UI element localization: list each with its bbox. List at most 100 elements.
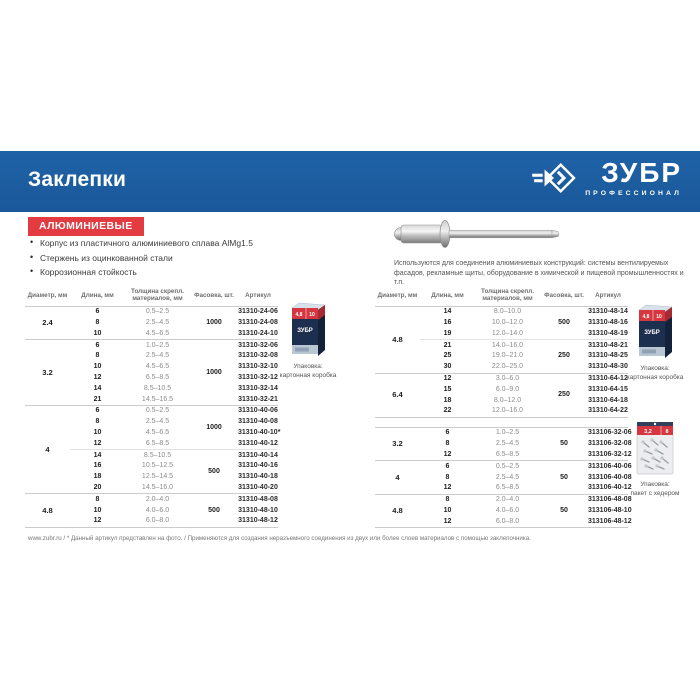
packaging-right-box: 4,8 10 ЗУБР Упаковка: картонная коробка xyxy=(619,304,691,382)
svg-text:4,8: 4,8 xyxy=(296,312,303,318)
cell-length: 12 xyxy=(420,372,475,385)
cell-sku: 313106-48-08 xyxy=(588,493,632,506)
cell-sku: 31310-48-10 xyxy=(238,506,278,514)
cell-sku: 31310-48-19 xyxy=(588,329,628,337)
cell-sku: 31310-32-14 xyxy=(238,384,278,392)
cell-sku: 31310-64-18 xyxy=(588,396,628,404)
cell-length: 8 xyxy=(445,473,450,481)
table-row: 10 4.5–6.5 31310-24-10 xyxy=(25,328,278,339)
column-header: Длина, мм xyxy=(431,291,464,299)
cell-diameter: 3.2 xyxy=(375,426,420,461)
table-row: 3.2 6 1.0–2.5 50 313106-32-06 xyxy=(375,426,632,461)
cell-length: 6 xyxy=(420,426,475,439)
cell-sku: 31310-48-08 xyxy=(238,493,278,506)
carton-box-image: 4,8 10 ЗУБР xyxy=(272,302,344,358)
table-row: 12 6.0–8.0 31310-48-12 xyxy=(25,516,278,527)
table-row: 2.4 6 0.5–2.5 1000 31310-24-06 xyxy=(25,305,278,340)
cell-thickness: 4.5–6.5 xyxy=(145,428,170,436)
table-row: 4.8 8 2.0–4.0 500 31310-48-08 xyxy=(25,493,278,528)
table-row: 18 8.0–12.0 31310-64-18 xyxy=(375,395,628,406)
cell-sku: 31310-32-21 xyxy=(238,395,278,403)
feature-item: Коррозионная стойкость xyxy=(30,266,253,277)
cell-pack-qty: 1000 xyxy=(190,339,238,406)
cell-sku: 313106-40-06 xyxy=(588,460,632,473)
cell-thickness: 2.5–4.5 xyxy=(495,473,520,481)
cell-sku: 31310-40-12 xyxy=(238,439,278,447)
cell-sku: 313106-48-12 xyxy=(588,517,632,525)
packaging-caption: Упаковка: пакет с хедером xyxy=(630,481,680,497)
svg-text:4,8: 4,8 xyxy=(643,314,650,320)
table-row: 3.2 6 1.0–2.5 1000 31310-32-06 xyxy=(25,339,278,406)
usage-description: Используются для соединения алюминиевых … xyxy=(394,260,684,287)
spec-table-blister: 3.2 6 1.0–2.5 50 313106-32-06 8 2.5–4.5 313106-… xyxy=(375,426,632,529)
cell-length: 14 xyxy=(70,449,125,461)
cell-length: 22 xyxy=(443,407,452,415)
cell-thickness: 4.0–6.0 xyxy=(495,506,520,514)
table-row: 25 19.0–21.0 31310-48-25 xyxy=(375,351,628,362)
svg-text:8: 8 xyxy=(665,429,668,435)
column-header: Диаметр, мм xyxy=(377,291,418,299)
column-header: Артикул xyxy=(245,291,271,299)
table-row: 18 12.5–14.5 31310-40-18 xyxy=(25,472,278,483)
spec-table: Диаметр, мм Длина, мм Толщина скрепл. мате… xyxy=(25,286,280,528)
table-row: 4.8 14 8.0–10.0 500 31310-48-14 xyxy=(375,305,628,374)
table-header-row: Диаметр, мм Длина, мм Толщина скрепл. мате… xyxy=(375,286,628,306)
cell-diameter: 4.8 xyxy=(375,305,420,374)
page-title: Заклепки xyxy=(28,168,127,191)
cell-thickness: 2.5–4.5 xyxy=(145,418,170,426)
cell-pack-qty: 50 xyxy=(540,426,588,461)
cell-thickness: 10.5–12.5 xyxy=(141,462,174,470)
cell-thickness: 6.5–8.5 xyxy=(145,439,170,447)
table-row: 21 14.5–16.5 31310-32-21 xyxy=(25,394,278,405)
cell-pack-qty: 500 xyxy=(190,449,238,494)
cell-thickness: 0.5–2.5 xyxy=(125,305,190,318)
cell-pack-qty: 50 xyxy=(540,460,588,495)
cell-length: 6 xyxy=(420,460,475,473)
cell-thickness: 1.0–2.5 xyxy=(475,426,540,439)
cell-pack-qty: 500 xyxy=(190,493,238,528)
table-row: 12 6.5–8.5 31310-40-12 xyxy=(25,438,278,449)
table-row: 14 8.5–10.5 500 31310-40-14 xyxy=(25,449,278,494)
cell-length: 8 xyxy=(95,352,100,360)
cell-sku: 313106-32-08 xyxy=(588,440,632,448)
cell-length: 14 xyxy=(93,384,102,392)
table-row: 21 14.0–16.0 250 31310-48-21 xyxy=(375,339,628,374)
cell-sku: 31310-32-10 xyxy=(238,363,278,371)
cell-sku: 31310-40-20 xyxy=(238,483,278,491)
cell-length: 12 xyxy=(443,517,452,525)
cell-thickness: 6.5–8.5 xyxy=(495,450,520,458)
cell-length: 18 xyxy=(93,473,102,481)
table-row: 30 22.0–25.0 31310-48-30 xyxy=(375,362,628,373)
cell-thickness: 14.5–16.0 xyxy=(141,483,174,491)
cell-sku: 31310-32-06 xyxy=(238,339,278,351)
cell-pack-qty: 1000 xyxy=(190,305,238,340)
table-row: 4.8 8 2.0–4.0 50 313106-48-08 xyxy=(375,493,632,528)
cell-length: 16 xyxy=(93,462,102,470)
svg-text:3,2: 3,2 xyxy=(644,429,652,435)
cell-length: 8 xyxy=(95,418,100,426)
cell-diameter: 2.4 xyxy=(25,305,70,340)
cell-diameter: 4.8 xyxy=(375,493,420,528)
brand-wordmark: ЗУБР ПРОФЕССИОНАЛ xyxy=(585,159,682,198)
cell-sku: 31310-32-08 xyxy=(238,352,278,360)
footnote: www.zubr.ru / * Данный артикул представл… xyxy=(28,535,531,542)
cell-thickness: 2.0–4.0 xyxy=(125,493,190,506)
cell-sku: 31310-32-12 xyxy=(238,373,278,381)
cell-length: 8 xyxy=(95,319,100,326)
cell-thickness: 6.0–8.0 xyxy=(495,517,520,525)
cell-thickness: 2.5–4.5 xyxy=(145,319,170,326)
cell-length: 6 xyxy=(70,339,125,351)
cell-length: 12 xyxy=(93,373,102,381)
cell-sku: 31310-24-06 xyxy=(238,305,278,318)
column-header: Фасовка, шт. xyxy=(544,291,584,299)
table-row: 12 6.5–8.5 31310-32-12 xyxy=(25,373,278,384)
cell-sku: 31310-40-16 xyxy=(238,462,278,470)
packaging-caption: Упаковка: картонная коробка xyxy=(626,365,684,381)
cell-thickness: 4.5–6.5 xyxy=(145,329,170,337)
cell-length: 8 xyxy=(445,440,450,448)
cell-thickness: 4.0–6.0 xyxy=(145,506,170,514)
cell-sku: 31310-40-08 xyxy=(238,418,278,426)
cell-thickness: 8.5–10.5 xyxy=(125,449,190,461)
category-badge: АЛЮМИНИЕВЫЕ xyxy=(28,217,144,236)
